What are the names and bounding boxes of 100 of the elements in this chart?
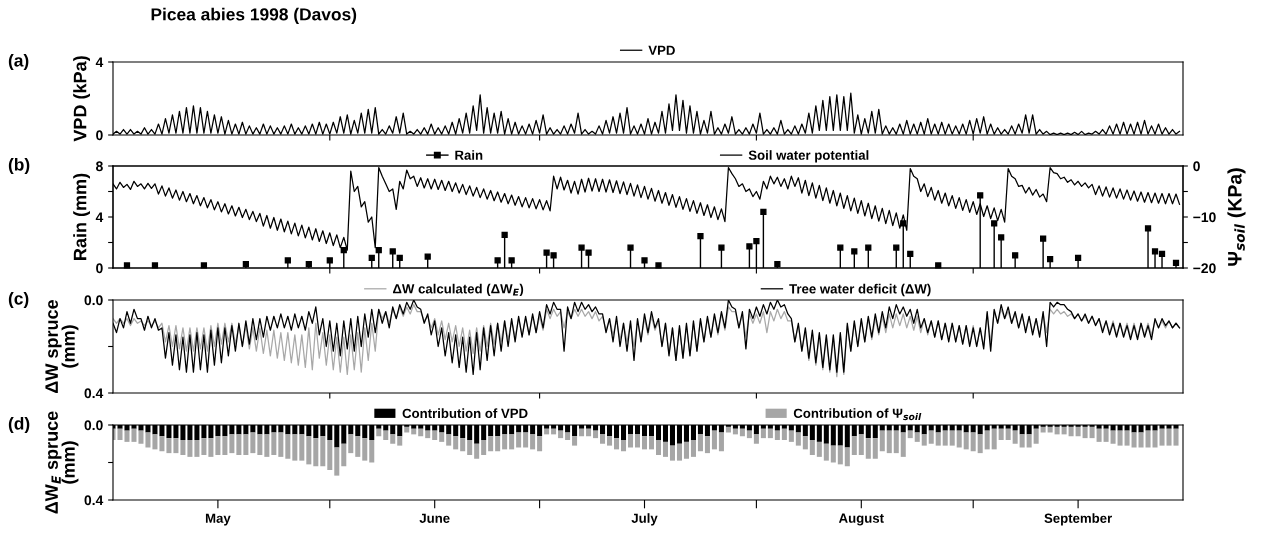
y-tick-label: 0.0	[84, 420, 103, 431]
text: (b)	[8, 157, 30, 175]
bar	[397, 436, 403, 446]
bar	[502, 434, 508, 450]
bar	[383, 430, 389, 440]
bar	[648, 436, 655, 450]
bar	[320, 436, 326, 467]
y-tick-label: 8	[95, 161, 103, 172]
bar	[942, 430, 948, 446]
bar	[879, 430, 885, 452]
bar	[481, 440, 487, 455]
bar	[634, 434, 641, 448]
point	[893, 244, 900, 251]
point	[753, 238, 760, 245]
bar	[243, 434, 249, 455]
point	[641, 257, 648, 264]
bar	[558, 430, 564, 439]
point	[1012, 252, 1019, 259]
bar	[718, 432, 724, 452]
bar	[802, 436, 808, 450]
y2-tick-label: 0	[1193, 161, 1200, 172]
point	[368, 254, 375, 261]
bar	[1012, 430, 1018, 444]
bar	[823, 443, 829, 461]
bar	[907, 430, 913, 439]
bar	[355, 436, 361, 457]
bar	[774, 430, 780, 440]
bar	[963, 432, 969, 450]
bar	[1033, 428, 1039, 444]
bar	[572, 436, 578, 446]
y2-axis-title: Ψ$_{soil}$ (KPa)	[1227, 168, 1246, 266]
bar	[851, 436, 857, 455]
bar	[201, 438, 207, 455]
bar	[1068, 426, 1074, 437]
bar	[970, 432, 976, 452]
point	[389, 248, 396, 255]
x-tick-label: September	[1044, 513, 1112, 526]
bar	[767, 428, 773, 439]
bar	[760, 428, 766, 439]
bar	[739, 428, 745, 437]
bar	[753, 434, 759, 444]
bar	[432, 430, 438, 440]
x-tick-label: May	[205, 513, 231, 526]
legend-label: ΔW calculated (ΔW$_{E}$)	[392, 283, 524, 297]
point	[585, 249, 592, 256]
bar	[369, 440, 375, 463]
bar	[159, 436, 165, 452]
point	[501, 231, 508, 238]
x-tick-label: August	[838, 513, 884, 526]
point	[375, 247, 382, 254]
legend-label: Contribution of Ψ$_{soil}$	[793, 408, 922, 421]
y-axis-title: Rain (mm)	[73, 173, 90, 260]
bar	[628, 434, 634, 448]
bar	[194, 440, 200, 457]
point	[508, 257, 515, 264]
bar	[683, 441, 689, 459]
y-tick-label: 4	[95, 57, 104, 68]
bar	[313, 438, 319, 467]
y-tick-label: 0.4	[84, 495, 104, 506]
point	[977, 192, 984, 199]
bar	[1117, 430, 1123, 446]
point	[326, 257, 333, 264]
bar	[341, 443, 347, 467]
bar	[984, 430, 990, 450]
bar	[1005, 428, 1011, 440]
legend-label: Tree water deficit (ΔW)	[789, 283, 931, 297]
bar	[1124, 430, 1130, 446]
bar	[600, 434, 606, 444]
bar	[1145, 430, 1151, 448]
bar	[173, 438, 179, 454]
y2-tick-label: −20	[1193, 263, 1216, 274]
point	[1144, 225, 1152, 232]
point	[543, 249, 550, 256]
bar	[893, 430, 899, 454]
point	[851, 248, 858, 255]
bar	[565, 432, 571, 440]
bar	[537, 436, 543, 452]
y-axis-title: VPD (kPa)	[73, 56, 90, 142]
bar	[509, 434, 515, 450]
bar	[376, 428, 382, 437]
y-axis-title: ΔW$_{E}$ spruce (mm)	[45, 411, 79, 514]
chart-title: Picea abies 1998 (Davos)	[151, 7, 357, 24]
bar	[655, 440, 662, 455]
bar	[208, 438, 214, 457]
bar	[662, 441, 668, 457]
bar	[991, 428, 997, 450]
bar	[1054, 426, 1060, 435]
bar	[292, 434, 298, 461]
bar	[858, 434, 864, 455]
bar	[795, 432, 801, 446]
bar	[956, 430, 962, 448]
bar	[327, 440, 333, 470]
point	[578, 244, 585, 251]
point	[998, 234, 1005, 241]
bar	[998, 428, 1004, 440]
point	[718, 244, 725, 251]
bar	[250, 432, 256, 454]
bar	[872, 438, 878, 459]
point	[396, 254, 403, 261]
x-tick-label: July	[631, 513, 658, 526]
